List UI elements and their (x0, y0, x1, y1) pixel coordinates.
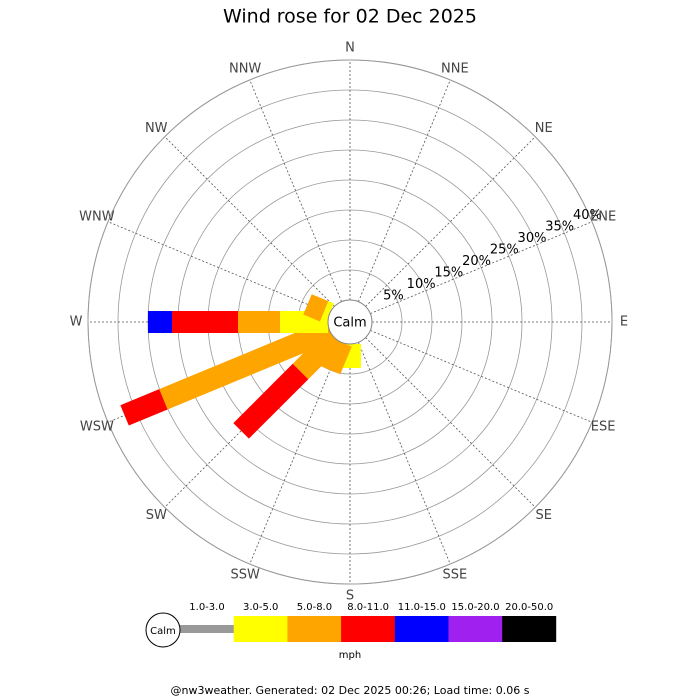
ring-label: 40% (573, 208, 602, 223)
bar-segment (148, 311, 172, 333)
spoke (164, 136, 335, 307)
legend-swatch (502, 616, 557, 642)
bar-segment (120, 389, 168, 426)
legend-label: 1.0-3.0 (189, 602, 224, 613)
direction-label: SW (146, 508, 167, 523)
ring-label: 30% (518, 231, 547, 246)
direction-label: NW (145, 121, 168, 136)
direction-label: NE (535, 121, 553, 136)
direction-label: S (346, 589, 354, 604)
spoke (249, 79, 342, 302)
legend-calm-label: Calm (150, 626, 176, 637)
direction-label: NNE (441, 61, 469, 76)
legend-swatch (180, 625, 235, 633)
spoke (249, 342, 342, 565)
direction-label: WSW (80, 419, 114, 434)
spoke (358, 342, 451, 565)
bar-segment (238, 311, 280, 333)
bar-segment (159, 320, 334, 410)
spoke (365, 337, 536, 508)
calm-circle (327, 299, 373, 345)
ring-label: 35% (545, 220, 574, 235)
legend-swatch (233, 616, 288, 642)
bar-segment (172, 311, 238, 333)
legend-label: 15.0-20.0 (451, 602, 499, 613)
ring-label: 15% (434, 266, 463, 281)
bar-segment (233, 363, 309, 439)
direction-label: ESE (591, 419, 616, 434)
spoke (365, 136, 536, 307)
ring-label: 20% (462, 254, 491, 269)
ring-label: 5% (383, 289, 404, 304)
legend-label: 3.0-5.0 (243, 602, 278, 613)
spoke (107, 221, 330, 314)
direction-label: SE (536, 508, 552, 523)
direction-label: N (345, 41, 355, 56)
footer: @nw3weather. Generated: 02 Dec 2025 00:2… (171, 684, 530, 697)
legend-swatch (341, 616, 396, 642)
direction-label: SSE (442, 568, 467, 583)
legend-swatch (448, 616, 503, 642)
direction-label: W (70, 315, 83, 330)
ring (87, 59, 613, 585)
chart-title: Wind rose for 02 Dec 2025 (223, 6, 477, 28)
direction-label: SSW (230, 568, 260, 583)
legend-label: 8.0-11.0 (347, 602, 389, 613)
legend-label: 5.0-8.0 (297, 602, 332, 613)
direction-label: E (620, 315, 628, 330)
legend-label: 11.0-15.0 (398, 602, 446, 613)
bar-segment (319, 301, 334, 324)
legend-label: 20.0-50.0 (505, 602, 553, 613)
direction-label: ENE (590, 210, 616, 225)
ring-label: 25% (490, 243, 519, 258)
spoke (370, 221, 593, 314)
ring-label: 10% (407, 277, 436, 292)
legend-swatch (287, 616, 342, 642)
spoke (370, 330, 593, 423)
calm-label: Calm (333, 316, 366, 331)
direction-label: NNW (229, 61, 261, 76)
legend-unit: mph (339, 650, 361, 661)
spoke (358, 79, 451, 302)
bar-segment (303, 294, 329, 322)
legend-swatch (394, 616, 449, 642)
direction-label: WNW (79, 210, 115, 225)
legend-calm-circle (145, 612, 181, 648)
